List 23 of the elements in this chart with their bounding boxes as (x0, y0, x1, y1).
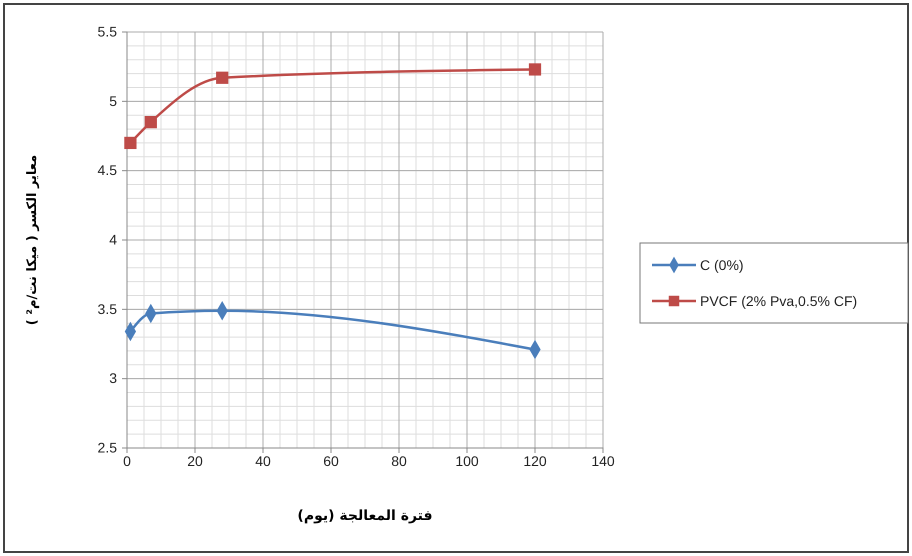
legend-label: C (0%) (700, 257, 744, 273)
y-tick-label: 4 (109, 231, 118, 248)
x-tick-label: 120 (523, 452, 547, 469)
x-tick-label: 80 (391, 452, 407, 469)
x-tick-label: 40 (255, 452, 271, 469)
x-tick-label: 0 (123, 452, 132, 469)
y-tick-label: 5 (109, 92, 118, 109)
x-tick-label: 140 (591, 452, 615, 469)
y-axis-title: معاير الكسر ( ميكا نت/م² ) (25, 154, 40, 326)
x-tick-label: 20 (187, 452, 203, 469)
y-tick-label: 3 (109, 370, 118, 386)
legend-label: PVCF (2% Pva,0.5% CF) (700, 293, 858, 309)
y-tick-label: 3.5 (98, 300, 118, 317)
point (144, 116, 157, 128)
point (124, 136, 137, 150)
point (528, 63, 542, 76)
x-axis-title: فترة المعالجة (يوم) (297, 508, 433, 524)
y-tick-label: 4.5 (98, 162, 118, 178)
y-tick-label: 5.5 (98, 23, 118, 40)
point (216, 72, 228, 84)
x-tick-label: 60 (323, 452, 339, 469)
y-tick-label: 2.5 (98, 439, 118, 456)
x-tick-label: 100 (455, 452, 479, 469)
